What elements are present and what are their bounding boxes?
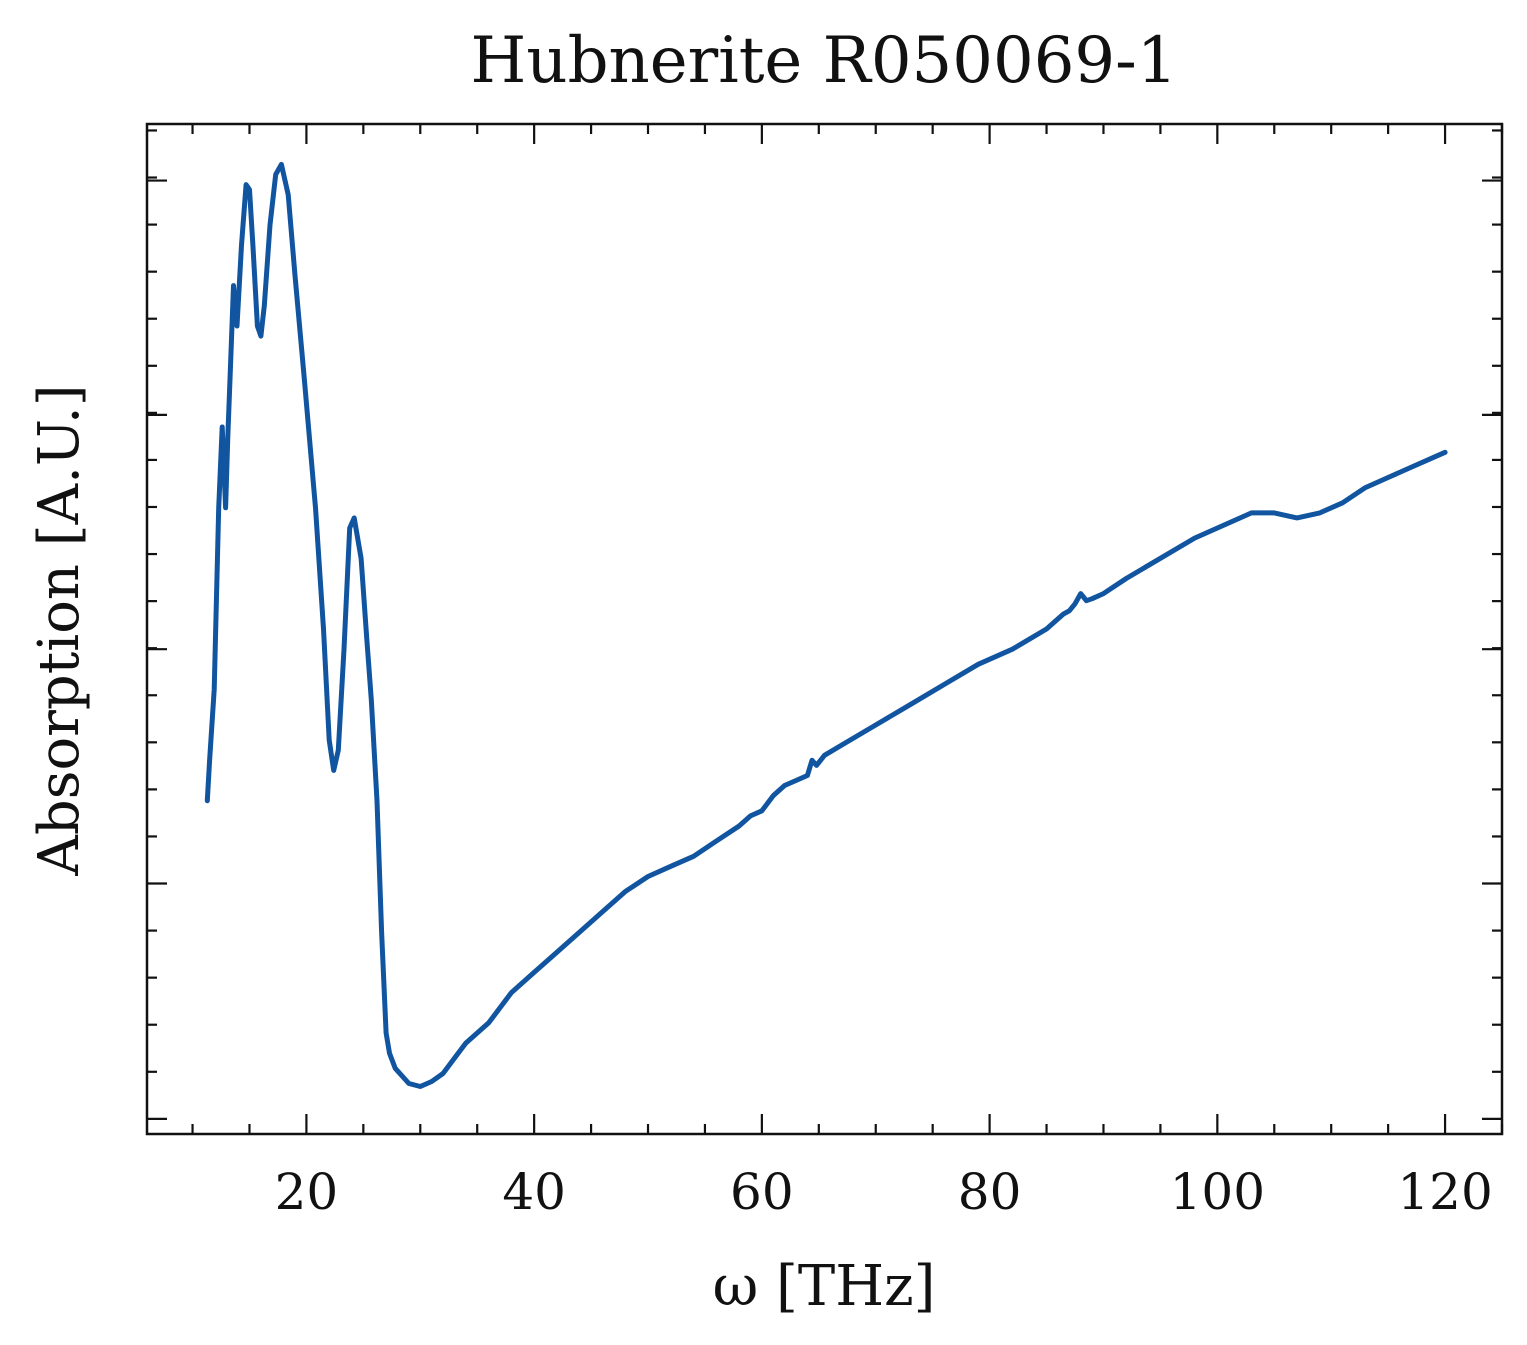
- x-tick-label: 80: [958, 1163, 1022, 1221]
- plot-frame: [145, 122, 1504, 1136]
- x-tick-label: 100: [1170, 1163, 1265, 1221]
- x-tick-label: 20: [275, 1163, 339, 1221]
- x-tick-labels: 20 40 60 80 100 120: [275, 1163, 1493, 1221]
- chart-title: Hubnerite R050069-1: [471, 24, 1178, 98]
- x-axis-label: ω [THz]: [713, 1254, 936, 1319]
- y-axis-label: Absorption [A.U.]: [27, 384, 92, 876]
- series-line-absorption: [204, 161, 1448, 1089]
- x-tick-label: 40: [502, 1163, 566, 1221]
- axis-ticks: [147, 124, 1504, 1134]
- x-tick-label: 120: [1397, 1163, 1492, 1221]
- x-tick-label: 60: [730, 1163, 794, 1221]
